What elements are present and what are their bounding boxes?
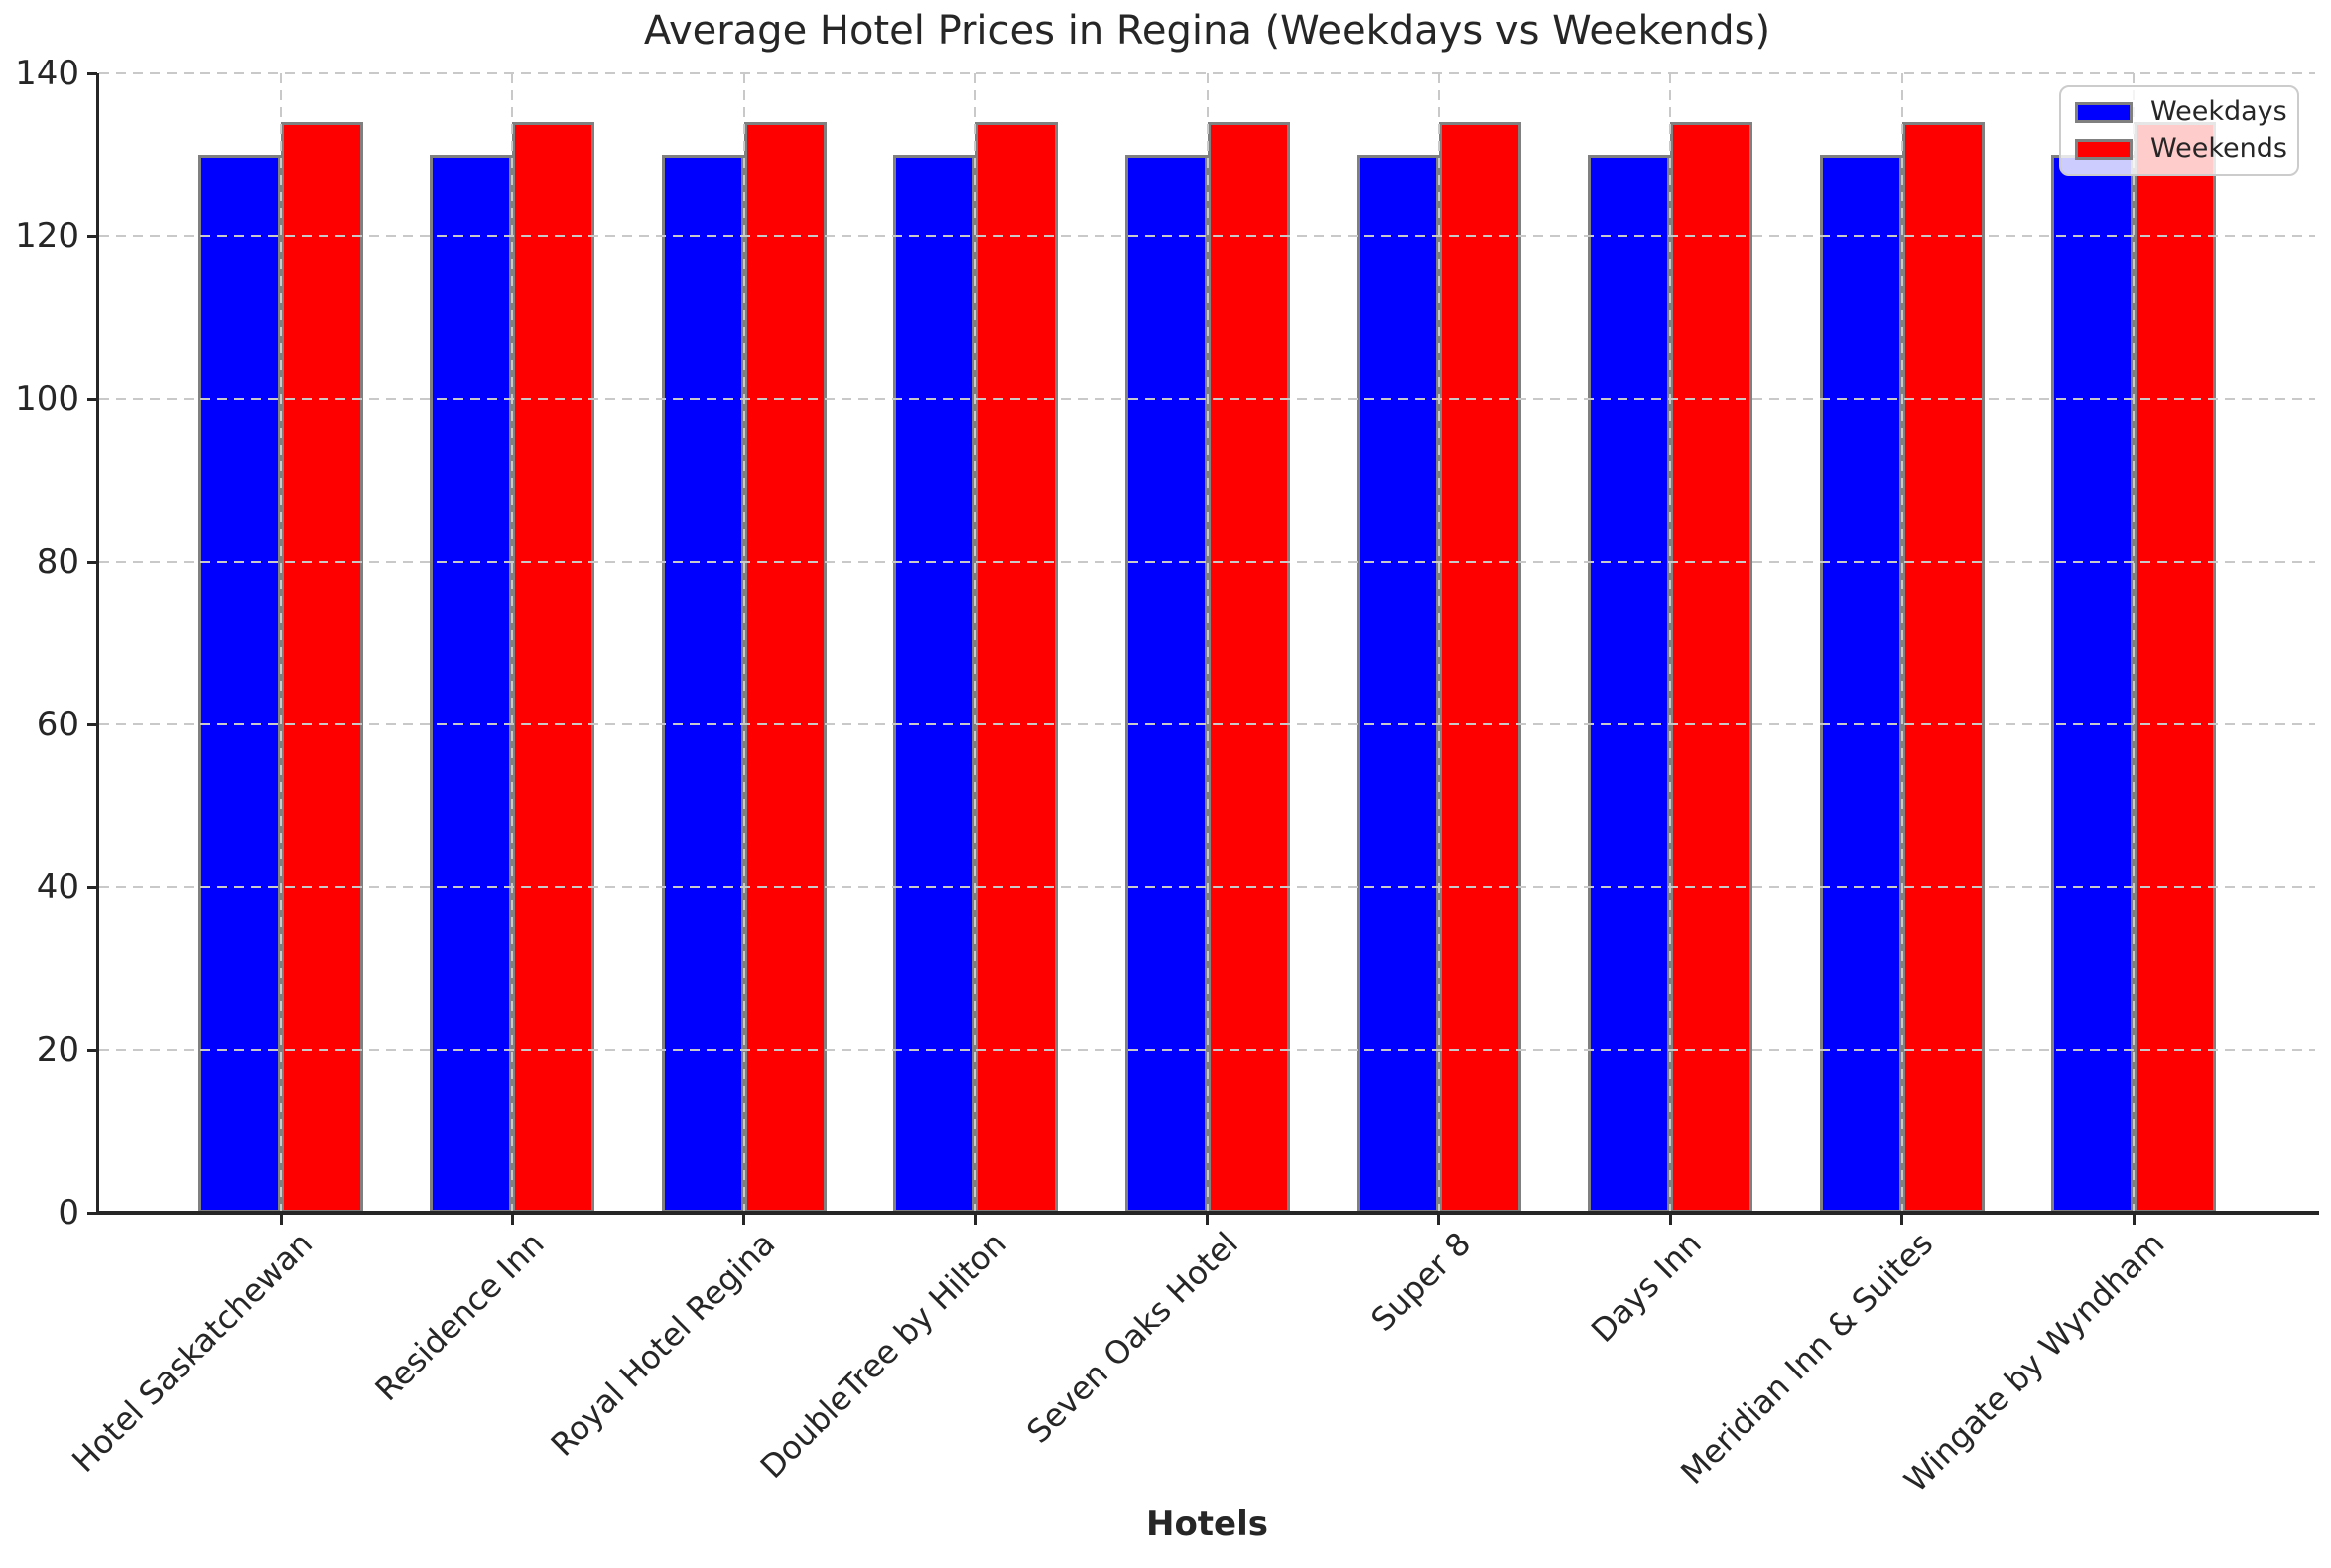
x-tick-mark: [1437, 1215, 1441, 1225]
x-tick-label: Residence Inn: [367, 1225, 552, 1409]
x-axis-spine: [96, 1211, 2319, 1215]
y-tick-mark: [87, 397, 97, 401]
gridline-vertical: [974, 73, 977, 1213]
y-tick-mark: [87, 1048, 97, 1052]
gridline-vertical: [742, 73, 745, 1213]
x-tick-label: Meridian Inn & Suites: [1673, 1225, 1941, 1492]
bar-weekends-5: [1207, 122, 1290, 1213]
gridline-vertical: [511, 73, 514, 1213]
legend-swatch-1: [2075, 138, 2133, 160]
chart-title: Average Hotel Prices in Regina (Weekdays…: [643, 8, 1771, 54]
bar-weekdays-7: [1588, 155, 1671, 1213]
y-tick-mark: [87, 885, 97, 889]
x-tick-mark: [1206, 1215, 1209, 1225]
bar-weekends-4: [975, 122, 1059, 1213]
x-tick-label: Wingate by Wyndham: [1897, 1225, 2172, 1500]
y-tick-mark: [87, 560, 97, 564]
gridline-vertical: [1669, 73, 1672, 1213]
y-tick-label: 100: [15, 379, 79, 419]
y-tick-mark: [87, 1211, 97, 1215]
bar-weekdays-3: [661, 155, 744, 1213]
x-tick-label: DoubleTree by Hilton: [753, 1225, 1014, 1486]
gridline-vertical: [280, 73, 282, 1213]
y-tick-mark: [87, 722, 97, 726]
legend-label: Weekends: [2150, 133, 2287, 164]
gridline-vertical: [1437, 73, 1440, 1213]
bar-weekdays-8: [1819, 155, 1902, 1213]
bar-weekdays-4: [893, 155, 976, 1213]
x-tick-label: Days Inn: [1584, 1225, 1710, 1350]
y-axis-spine: [96, 73, 99, 1215]
x-tick-mark: [1668, 1215, 1672, 1225]
bar-weekdays-2: [430, 155, 513, 1213]
bar-weekends-1: [281, 122, 363, 1213]
legend-label: Weekdays: [2150, 96, 2287, 127]
legend-item-weekdays: Weekdays: [2075, 98, 2287, 126]
x-tick-mark: [279, 1215, 283, 1225]
x-tick-label: Royal Hotel Regina: [543, 1225, 783, 1464]
x-tick-mark: [1900, 1215, 1904, 1225]
legend-item-weekends: Weekends: [2075, 135, 2287, 163]
gridline-vertical: [1900, 73, 1903, 1213]
bar-weekdays-9: [2051, 155, 2134, 1213]
legend-swatch-0: [2075, 101, 2133, 123]
y-tick-mark: [87, 71, 97, 75]
bar-weekends-9: [2134, 122, 2216, 1213]
plot-area: [99, 72, 2315, 1213]
y-tick-label: 120: [15, 216, 79, 256]
y-tick-label: 80: [36, 542, 79, 582]
bar-weekends-6: [1438, 122, 1521, 1213]
x-tick-mark: [2132, 1215, 2136, 1225]
gridline-vertical: [2133, 73, 2135, 1213]
x-tick-mark: [510, 1215, 514, 1225]
gridline-vertical: [1206, 73, 1209, 1213]
y-tick-label: 20: [36, 1030, 79, 1070]
y-tick-label: 0: [58, 1193, 79, 1233]
x-tick-label: Super 8: [1362, 1225, 1478, 1339]
x-tick-mark: [742, 1215, 746, 1225]
bar-weekends-7: [1670, 122, 1753, 1213]
bar-weekdays-6: [1356, 155, 1439, 1213]
legend: Weekdays Weekends: [2059, 85, 2299, 176]
y-tick-mark: [87, 234, 97, 238]
bar-weekends-8: [1901, 122, 1985, 1213]
y-tick-label: 40: [36, 867, 79, 907]
x-tick-mark: [973, 1215, 977, 1225]
x-tick-label: Hotel Saskatchewan: [64, 1225, 320, 1480]
bar-weekdays-1: [198, 155, 281, 1213]
y-tick-label: 140: [15, 54, 79, 93]
bar-weekends-3: [743, 122, 827, 1213]
x-tick-label: Seven Oaks Hotel: [1019, 1225, 1246, 1451]
bar-weekends-2: [512, 122, 595, 1213]
x-axis-title: Hotels: [1145, 1504, 1269, 1544]
bar-weekdays-5: [1124, 155, 1208, 1213]
y-tick-label: 60: [36, 705, 79, 744]
